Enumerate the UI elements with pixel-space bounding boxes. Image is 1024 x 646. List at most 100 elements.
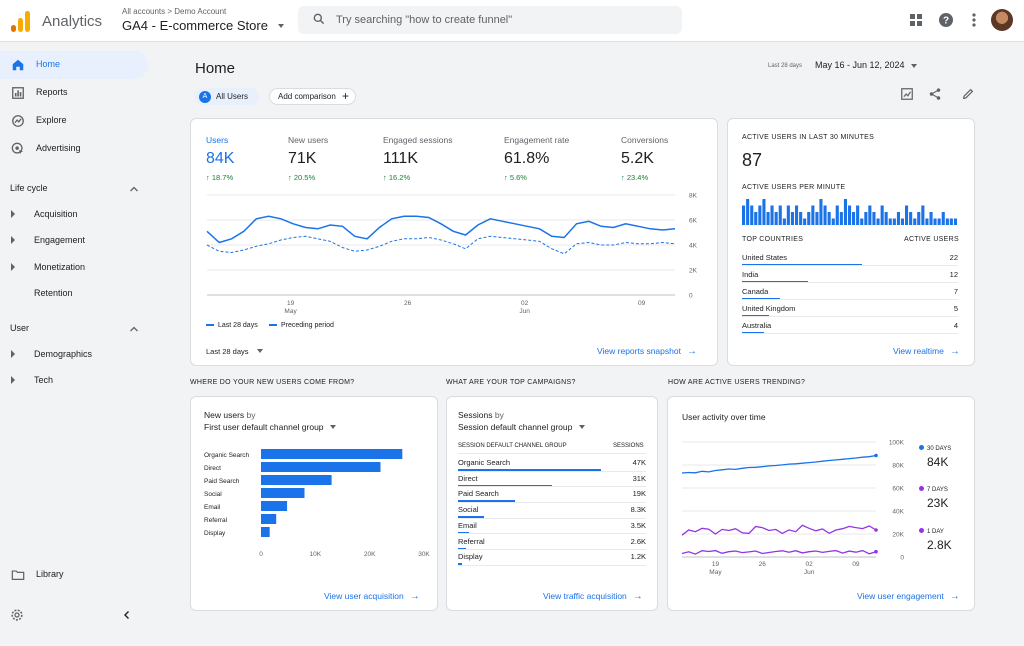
view-reports-snapshot-link[interactable]: View reports snapshot → xyxy=(597,346,697,357)
chevron-up-icon[interactable] xyxy=(129,184,139,194)
link-label: View user acquisition xyxy=(324,591,404,601)
settings-gear-icon[interactable] xyxy=(10,608,24,622)
dimension-selector[interactable]: First user default channel group xyxy=(204,422,336,432)
metric-value: 5.2K xyxy=(621,150,654,167)
metric-delta-value: 5.6% xyxy=(509,173,527,182)
nav-explore[interactable]: Explore xyxy=(0,107,148,135)
view-user-acquisition-link[interactable]: View user acquisition → xyxy=(324,591,420,602)
new-users-bar-chart[interactable]: Organic Search Direct Paid Search Social Ema… xyxy=(199,445,435,563)
share-icon[interactable] xyxy=(928,87,942,101)
channel-name: Direct xyxy=(458,473,478,483)
per-minute-bar xyxy=(843,199,847,225)
per-minute-bar xyxy=(774,212,778,225)
account-avatar[interactable] xyxy=(991,9,1013,31)
realtime-value: 87 xyxy=(742,150,763,170)
analytics-logo-icon[interactable] xyxy=(10,10,32,32)
link-label: View traffic acquisition xyxy=(543,591,627,601)
trend-end-dot xyxy=(874,549,878,554)
row-divider xyxy=(742,282,958,283)
insights-edit-icon[interactable] xyxy=(900,87,914,101)
metric-engagement-rate[interactable]: Engagement rate 61.8% ↑ 5.6% xyxy=(504,135,569,182)
per-minute-bar-chart[interactable] xyxy=(742,199,958,225)
overview-card: Users 84K ↑ 18.7% New users 71K ↑ 20.5% … xyxy=(190,118,718,366)
sessions-bar xyxy=(458,469,601,471)
nav-library[interactable]: Library xyxy=(0,561,148,589)
dimension-selector[interactable]: Session default channel group xyxy=(458,422,585,432)
per-minute-bar xyxy=(925,218,929,225)
countries-header: TOP COUNTRIES xyxy=(742,236,804,243)
bar-category-label: Display xyxy=(204,530,226,537)
legend-label: 1 DAY xyxy=(927,529,944,535)
search-bar[interactable]: Try searching "how to create funnel" xyxy=(298,6,682,34)
collapse-sidebar-icon[interactable] xyxy=(122,610,132,620)
per-minute-bar xyxy=(742,205,746,225)
metric-label: Engagement rate xyxy=(504,135,570,145)
y-tick-label: 20K xyxy=(892,532,904,539)
metric-new-users[interactable]: New users 71K ↑ 20.5% xyxy=(288,135,328,182)
lifecycle-section-title: Life cycle xyxy=(10,183,48,193)
dimension-label: First user default channel group xyxy=(204,422,324,432)
more-vert-icon[interactable] xyxy=(966,12,982,28)
nav-home[interactable]: Home xyxy=(0,51,148,79)
per-minute-bar xyxy=(953,218,957,225)
help-icon[interactable]: ? xyxy=(938,12,954,28)
bar-category-label: Paid Search xyxy=(204,478,240,485)
new-users-bar xyxy=(261,527,270,537)
nav-monetization[interactable]: Monetization xyxy=(0,256,148,278)
nav-advertising[interactable]: Advertising xyxy=(0,135,148,163)
nav-acquisition[interactable]: Acquisition xyxy=(0,203,148,225)
y-tick-label: 40K xyxy=(892,509,904,516)
nav-tech-label: Tech xyxy=(34,375,54,385)
per-minute-bar xyxy=(827,212,831,225)
property-selector[interactable]: GA4 - E-commerce Store xyxy=(122,18,284,33)
view-user-engagement-link[interactable]: View user engagement → xyxy=(857,591,960,602)
nav-reports[interactable]: Reports xyxy=(0,79,148,107)
metric-engaged-sessions[interactable]: Engaged sessions 111K ↑ 16.2% xyxy=(383,135,452,182)
acquisition-section-title: WHERE DO YOUR NEW USERS COME FROM? xyxy=(190,379,355,386)
row-divider xyxy=(458,564,646,566)
per-minute-bar xyxy=(811,205,815,225)
bar-category-label: Social xyxy=(204,491,222,498)
apps-grid-icon[interactable] xyxy=(908,12,924,28)
all-users-chip[interactable]: A All Users xyxy=(195,88,259,105)
per-minute-bar xyxy=(945,218,949,225)
date-range-select-label: Last 28 days xyxy=(206,347,249,356)
chevron-up-icon[interactable] xyxy=(129,324,139,334)
date-range-caret-icon[interactable] xyxy=(911,64,917,68)
x-tick-label: 02 xyxy=(521,300,529,307)
y-tick-label: 100K xyxy=(889,440,905,447)
per-minute-bar xyxy=(835,205,839,225)
metric-label: Conversions xyxy=(621,135,669,145)
row-divider xyxy=(458,533,646,535)
row-divider xyxy=(742,299,958,300)
metric-conversions[interactable]: Conversions 5.2K ↑ 23.4% xyxy=(621,135,668,182)
metric-users[interactable]: Users 84K ↑ 18.7% xyxy=(206,135,234,182)
add-comparison-button[interactable]: Add comparison + xyxy=(269,88,356,105)
nav-retention[interactable]: Retention xyxy=(0,282,148,304)
country-value: 12 xyxy=(949,270,958,279)
sessions-title: Sessions by xyxy=(458,410,504,420)
country-value: 4 xyxy=(953,321,958,330)
per-minute-bar xyxy=(876,218,880,225)
sessions-value: 3.5K xyxy=(630,520,646,530)
date-range-select[interactable]: Last 28 days xyxy=(206,347,263,356)
y-tick-label: 0 xyxy=(689,293,693,300)
legend-label: 30 DAYS xyxy=(927,446,952,452)
date-range-picker[interactable]: May 16 - Jun 12, 2024 xyxy=(815,60,905,70)
nav-demographics[interactable]: Demographics xyxy=(0,343,148,365)
account-breadcrumb[interactable]: All accounts > Demo Account xyxy=(122,7,227,16)
metric-label: Engaged sessions xyxy=(383,135,453,145)
nav-engagement[interactable]: Engagement xyxy=(0,229,148,251)
sessions-bar xyxy=(458,484,553,487)
edit-pencil-icon[interactable] xyxy=(961,87,975,101)
nav-tech[interactable]: Tech xyxy=(0,369,148,391)
legend-30-days: 30 DAYS 84K xyxy=(919,445,951,469)
svg-text:?: ? xyxy=(943,16,949,27)
view-traffic-acquisition-link[interactable]: View traffic acquisition → xyxy=(543,591,643,602)
view-realtime-link[interactable]: View realtime → xyxy=(893,346,960,357)
y-tick-label: 6K xyxy=(689,218,698,225)
expand-arrow-icon xyxy=(11,210,15,218)
nav-advertising-label: Advertising xyxy=(36,143,81,153)
